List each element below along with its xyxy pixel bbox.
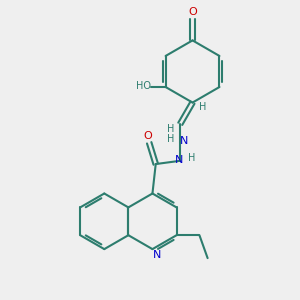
Text: O: O: [143, 130, 152, 141]
Text: O: O: [188, 7, 197, 17]
Text: HO: HO: [136, 81, 151, 91]
Text: H: H: [199, 103, 206, 112]
Text: H: H: [167, 124, 174, 134]
Text: N: N: [180, 136, 188, 146]
Text: H: H: [188, 152, 195, 163]
Text: N: N: [153, 250, 161, 260]
Text: H: H: [167, 134, 174, 143]
Text: N: N: [174, 155, 183, 165]
